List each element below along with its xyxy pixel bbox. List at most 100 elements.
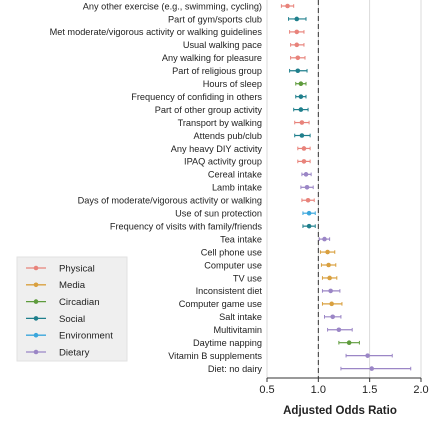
row-label: Part of other group activity <box>155 105 263 115</box>
forest-row: Part of gym/sports club <box>168 14 307 24</box>
forest-row: Usual walking pace <box>183 40 305 50</box>
legend-entry: Physical <box>26 263 95 274</box>
row-label: IPAQ activity group <box>184 157 262 167</box>
forest-row: Diet: no dairy <box>208 364 412 374</box>
odds-ratio-point <box>285 3 290 9</box>
forest-row: Cell phone use <box>201 247 336 257</box>
forest-row: Use of sun protection <box>175 209 316 219</box>
forest-row: Met moderate/vigorous activity or walkin… <box>50 27 305 37</box>
forest-row: Any heavy DIY activity <box>171 144 311 154</box>
row-label: Tea intake <box>220 234 262 244</box>
forest-row: Part of other group activity <box>155 105 309 115</box>
legend: Physical Media Circadian Social Environment D… <box>16 256 128 362</box>
legend-label: Physical <box>59 263 95 274</box>
odds-ratio-point <box>294 16 300 22</box>
x-tick-label: 0.5 <box>259 384 274 396</box>
forest-row: IPAQ activity group <box>184 157 311 167</box>
forest-row: Days of moderate/vigorous activity or wa… <box>78 196 315 206</box>
forest-rows: Any other exercise (e.g., swimming, cycl… <box>50 1 412 374</box>
legend-entry: Dietary <box>26 347 90 358</box>
x-tick-label: 2.0 <box>413 384 428 396</box>
row-label: Cereal intake <box>208 170 262 180</box>
odds-ratio-point <box>299 120 305 125</box>
x-tick-label: 1.0 <box>311 384 326 396</box>
row-label: Any walking for pleasure <box>162 53 262 63</box>
odds-ratio-point <box>336 327 342 333</box>
odds-ratio-point <box>303 172 309 177</box>
forest-row: Inconsistent diet <box>196 286 341 296</box>
forest-row: Part of religious group <box>172 66 308 76</box>
legend-marker <box>33 265 39 271</box>
odds-ratio-point <box>330 314 336 320</box>
odds-ratio-point <box>365 353 370 358</box>
row-label: Usual walking pace <box>183 40 262 50</box>
row-label: Computer game use <box>179 299 262 309</box>
odds-ratio-point <box>298 81 304 86</box>
odds-ratio-point <box>325 249 330 255</box>
row-label: Lamb intake <box>212 183 262 193</box>
legend-label: Environment <box>59 331 113 342</box>
forest-row: Computer use <box>204 260 337 270</box>
forest-row: Hours of sleep <box>203 79 307 89</box>
x-axis-label: Adjusted Odds Ratio <box>283 405 397 417</box>
row-label: Transport by walking <box>178 118 262 128</box>
forest-row: Frequency of confiding in others <box>131 92 307 102</box>
forest-row: Tea intake <box>220 234 331 244</box>
legend-box <box>16 256 128 362</box>
legend-label: Dietary <box>59 347 90 358</box>
odds-ratio-point <box>301 146 307 151</box>
odds-ratio-point <box>298 107 304 112</box>
forest-row: Salt intake <box>219 312 342 322</box>
odds-ratio-point <box>306 223 312 229</box>
odds-ratio-point <box>299 133 305 138</box>
legend-label: Social <box>59 314 85 325</box>
odds-ratio-point <box>326 262 331 268</box>
legend-entry: Environment <box>26 331 113 342</box>
row-label: Daytime napping <box>193 338 262 348</box>
legend-marker <box>33 299 39 304</box>
x-tick-label: 1.5 <box>362 384 377 396</box>
row-label: Any other exercise (e.g., swimming, cycl… <box>83 1 262 11</box>
row-label: Frequency of visits with family/friends <box>110 221 263 231</box>
row-label: Use of sun protection <box>175 209 262 219</box>
legend-marker <box>33 349 39 355</box>
forest-row: TV use <box>233 273 338 283</box>
odds-ratio-point <box>295 55 301 61</box>
row-label: Part of gym/sports club <box>168 14 262 24</box>
row-label: Inconsistent diet <box>196 286 263 296</box>
row-label: TV use <box>233 273 262 283</box>
odds-ratio-point <box>327 275 332 281</box>
legend-entry: Circadian <box>26 297 100 308</box>
odds-ratio-point <box>298 94 304 99</box>
legend-entry: Social <box>26 314 85 325</box>
forest-row: Computer game use <box>179 299 343 309</box>
odds-ratio-point <box>294 29 300 35</box>
row-label: Hours of sleep <box>203 79 262 89</box>
legend-label: Media <box>59 280 86 291</box>
legend-marker <box>33 282 39 288</box>
legend-label: Circadian <box>59 297 100 308</box>
odds-ratio-point <box>294 42 300 48</box>
row-label: Frequency of confiding in others <box>131 92 262 102</box>
odds-ratio-point <box>301 159 307 164</box>
row-label: Days of moderate/vigorous activity or wa… <box>78 196 262 206</box>
x-axis: 0.5 1.0 1.5 2.0 <box>259 377 429 396</box>
odds-ratio-point <box>346 340 352 346</box>
forest-row: Multivitamin <box>214 325 353 335</box>
forest-row: Frequency of visits with family/friends <box>110 221 316 231</box>
legend-marker <box>33 332 39 338</box>
odds-ratio-point <box>329 301 334 307</box>
odds-ratio-point <box>322 236 327 242</box>
row-label: Salt intake <box>219 312 262 322</box>
odds-ratio-point <box>369 366 375 371</box>
row-label: Attends pub/club <box>194 131 262 141</box>
row-label: Vitamin B supplements <box>168 351 262 361</box>
forest-row: Any other exercise (e.g., swimming, cycl… <box>83 1 295 11</box>
row-label: Any heavy DIY activity <box>171 144 263 154</box>
grid-lines <box>266 0 422 378</box>
legend-marker <box>33 316 39 321</box>
forest-row: Any walking for pleasure <box>162 53 306 63</box>
forest-row: Daytime napping <box>193 338 360 348</box>
odds-ratio-point <box>295 68 301 74</box>
